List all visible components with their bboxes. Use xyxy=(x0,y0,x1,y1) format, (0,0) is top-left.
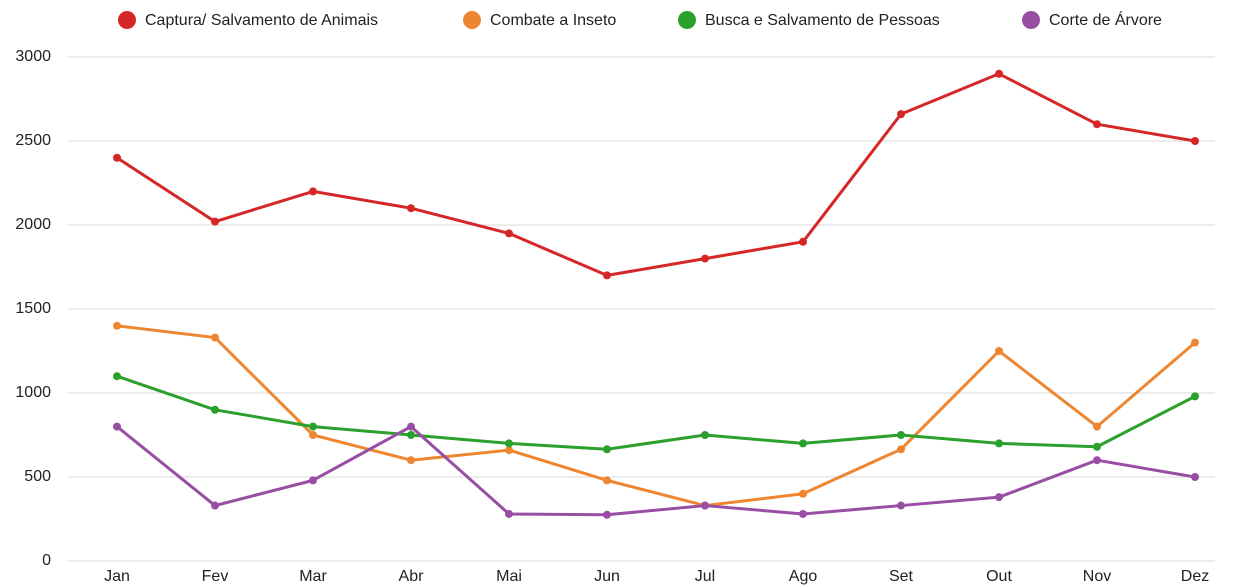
x-tick-label: Mai xyxy=(496,568,522,585)
data-point xyxy=(113,372,121,381)
data-point xyxy=(897,445,905,454)
data-point xyxy=(505,509,513,518)
y-tick-label: 3000 xyxy=(15,48,51,65)
legend-marker xyxy=(118,11,136,29)
data-point xyxy=(407,204,415,213)
data-point xyxy=(799,439,807,448)
x-tick-label: Out xyxy=(986,568,1012,585)
x-tick-label: Set xyxy=(889,568,914,585)
data-point xyxy=(505,439,513,448)
data-point xyxy=(1093,442,1101,451)
legend-label: Captura/ Salvamento de Animais xyxy=(145,12,378,29)
data-point xyxy=(701,431,709,439)
data-point xyxy=(113,422,121,431)
x-tick-label: Fev xyxy=(202,568,229,585)
y-tick-label: 2000 xyxy=(15,216,51,233)
series-line xyxy=(116,374,1196,451)
data-point xyxy=(1191,473,1199,481)
data-point xyxy=(897,501,905,510)
data-point xyxy=(211,217,219,226)
data-point xyxy=(603,445,611,454)
data-point xyxy=(603,476,611,485)
data-point xyxy=(407,422,415,431)
data-point xyxy=(799,489,807,498)
legend-label: Busca e Salvamento de Pessoas xyxy=(705,12,940,29)
data-point xyxy=(113,153,121,162)
data-point xyxy=(505,446,513,455)
data-point xyxy=(897,431,905,439)
y-tick-label: 1000 xyxy=(15,384,51,401)
data-point xyxy=(701,254,709,263)
x-tick-label: Dez xyxy=(1181,568,1209,585)
y-tick-label: 500 xyxy=(24,468,51,485)
series-line xyxy=(116,324,1196,508)
data-point xyxy=(603,271,611,280)
x-tick-label: Ago xyxy=(789,568,818,585)
data-point xyxy=(995,347,1003,355)
data-point xyxy=(211,333,219,342)
legend-label: Combate a Inseto xyxy=(490,12,616,29)
legend-label: Corte de Árvore xyxy=(1049,10,1162,29)
x-tick-label: Jul xyxy=(695,568,715,585)
data-point xyxy=(309,476,317,485)
data-point xyxy=(995,439,1003,448)
series-line xyxy=(116,425,1196,517)
data-point xyxy=(407,431,415,439)
data-point xyxy=(799,237,807,246)
x-tick-label: Mar xyxy=(299,568,327,585)
data-point xyxy=(701,501,709,510)
x-tick-label: Jun xyxy=(594,568,620,585)
data-point xyxy=(309,431,317,439)
x-tick-label: Abr xyxy=(399,568,425,585)
x-tick-label: Nov xyxy=(1083,568,1111,585)
series-line xyxy=(116,72,1196,277)
data-point xyxy=(1191,392,1199,401)
data-point xyxy=(1093,456,1101,465)
data-point xyxy=(1191,338,1199,347)
legend-marker xyxy=(678,11,696,29)
legend-marker xyxy=(1022,11,1040,29)
x-tick-label: Jan xyxy=(104,568,130,585)
data-point xyxy=(505,229,513,238)
data-point xyxy=(995,69,1003,78)
data-point xyxy=(897,110,905,119)
data-point xyxy=(995,493,1003,502)
data-point xyxy=(113,321,121,330)
data-point xyxy=(799,509,807,518)
data-point xyxy=(1191,137,1199,145)
data-point xyxy=(309,422,317,431)
data-point xyxy=(407,456,415,465)
data-point xyxy=(211,405,219,414)
data-point xyxy=(309,187,317,196)
y-tick-label: 0 xyxy=(42,552,51,569)
data-point xyxy=(211,501,219,510)
y-tick-label: 2500 xyxy=(15,132,51,149)
data-point xyxy=(603,510,611,519)
legend-marker xyxy=(463,11,481,29)
data-point xyxy=(1093,422,1101,431)
data-point xyxy=(1093,120,1101,129)
y-tick-label: 1500 xyxy=(15,300,51,317)
